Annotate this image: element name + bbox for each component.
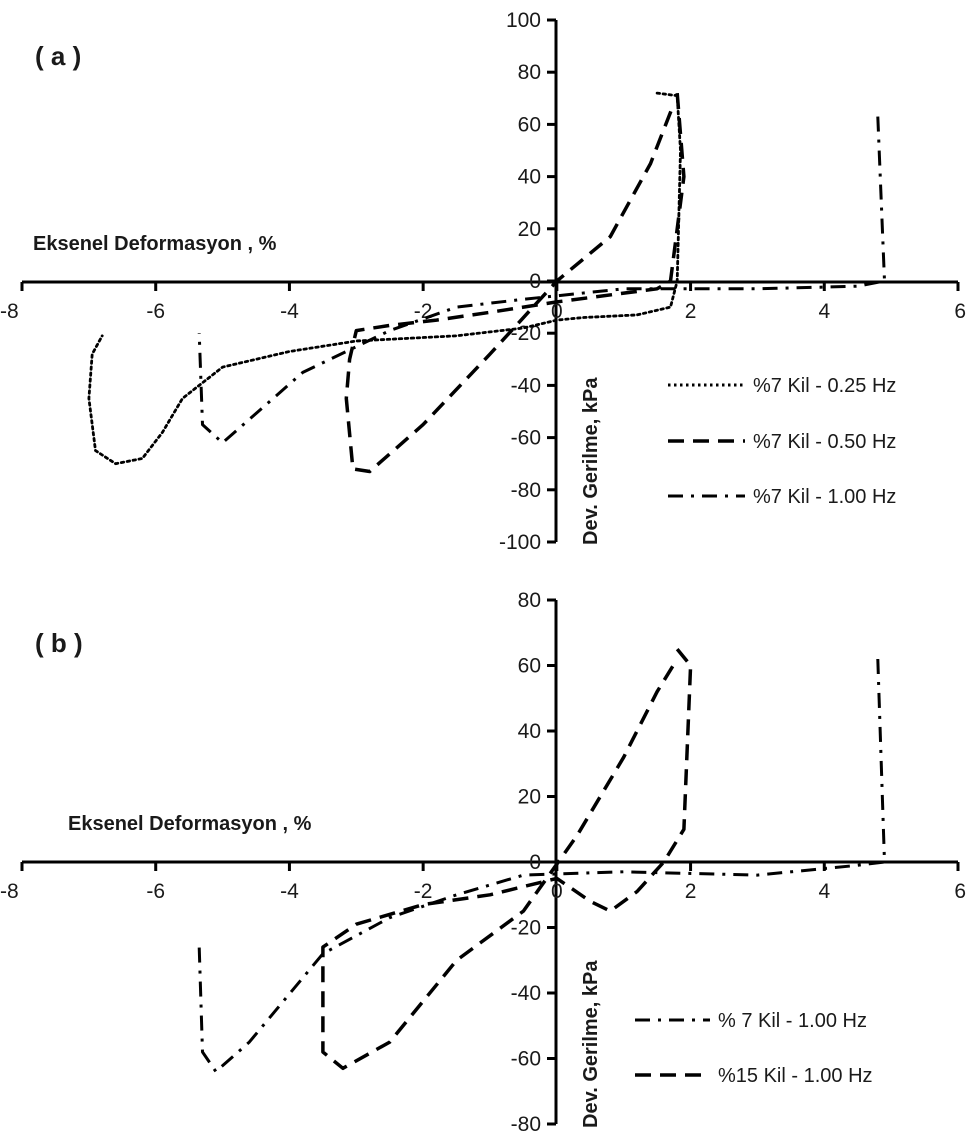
x-tick-label: 2: [685, 880, 697, 903]
panel-b-x-ticks: -8 -6 -4 -2 0 2 4 6: [0, 862, 966, 903]
y-tick-label: 100: [506, 9, 541, 32]
x-tick-label: 2: [685, 300, 697, 323]
panel-b-series: [197, 647, 886, 1074]
panel-b-y-axis-title: Dev. Gerilme, kPa: [580, 960, 602, 1128]
panel-a-y-axis-title: Dev. Gerilme, kPa: [580, 377, 602, 545]
panel-a: ( a ) -8 -6 -4 -2 0 2 4 6 100806040200-20-40-60…: [0, 9, 966, 554]
y-tick-label: 60: [518, 655, 541, 678]
panel-a-legend: %7 Kil - 0.25 Hz %7 Kil - 0.50 Hz %7 Kil…: [668, 375, 896, 508]
y-tick-label: 20: [518, 786, 541, 809]
panel-a-series: [87, 91, 886, 474]
y-tick-label: 80: [518, 61, 541, 84]
legend-item: %15 Kil - 1.00 Hz: [635, 1065, 873, 1087]
y-tick-label: 0: [529, 270, 541, 293]
series-line-dashed: [344, 92, 686, 474]
panel-a-x-axis-title: Eksenel Deformasyon , %: [33, 233, 277, 255]
y-tick-label: -20: [511, 917, 541, 940]
legend-item: %7 Kil - 0.25 Hz: [668, 375, 896, 397]
legend-item: %7 Kil - 1.00 Hz: [668, 486, 896, 508]
x-tick-label: 6: [954, 880, 966, 903]
x-tick-label: -6: [146, 300, 165, 323]
x-tick-label: -4: [280, 300, 299, 323]
x-tick-label: -6: [146, 880, 165, 903]
panel-b-y-ticks: 80 60 40 20 0 -20 -40 -60 -80: [511, 589, 556, 1136]
x-tick-label: 0: [551, 300, 563, 323]
x-tick-label: 0: [551, 880, 563, 903]
y-tick-label: 80: [518, 589, 541, 612]
panel-b-legend: % 7 Kil - 1.00 Hz %15 Kil - 1.00 Hz: [635, 1010, 873, 1087]
panel-b: ( b ) -8 -6 -4 -2 0 2 4 6 806040200-20-40-60-80…: [0, 589, 966, 1136]
y-tick-label: -100: [499, 531, 541, 554]
x-tick-label: -8: [0, 300, 19, 323]
y-tick-label: 40: [518, 166, 541, 189]
panel-a-label: ( a ): [35, 41, 81, 71]
panel-b-x-axis-title: Eksenel Deformasyon , %: [68, 813, 312, 835]
y-tick-label: 0: [529, 851, 541, 874]
x-tick-label: 4: [818, 300, 830, 323]
legend-label: %7 Kil - 1.00 Hz: [753, 486, 896, 508]
y-tick-label: -60: [511, 427, 541, 450]
y-tick-label: 60: [518, 113, 541, 136]
y-tick-label: -80: [511, 479, 541, 502]
x-tick-label: -4: [280, 880, 299, 903]
legend-item: %7 Kil - 0.50 Hz: [668, 431, 896, 453]
legend-label: % 7 Kil - 1.00 Hz: [718, 1010, 867, 1032]
y-tick-label: 40: [518, 720, 541, 743]
x-tick-label: 6: [954, 300, 966, 323]
x-tick-label: -8: [0, 880, 19, 903]
legend-label: %7 Kil - 0.50 Hz: [753, 431, 896, 453]
x-tick-label: 4: [818, 880, 830, 903]
panel-b-label: ( b ): [35, 628, 83, 658]
x-tick-label: -2: [414, 880, 433, 903]
y-tick-label: 20: [518, 218, 541, 241]
legend-label: %15 Kil - 1.00 Hz: [718, 1065, 873, 1087]
legend-item: % 7 Kil - 1.00 Hz: [635, 1010, 867, 1032]
y-tick-label: -40: [511, 982, 541, 1005]
y-tick-label: -40: [511, 374, 541, 397]
y-tick-label: -80: [511, 1113, 541, 1136]
series-line-dashed: [321, 647, 693, 1071]
y-tick-label: -60: [511, 1048, 541, 1071]
legend-label: %7 Kil - 0.25 Hz: [753, 375, 896, 397]
